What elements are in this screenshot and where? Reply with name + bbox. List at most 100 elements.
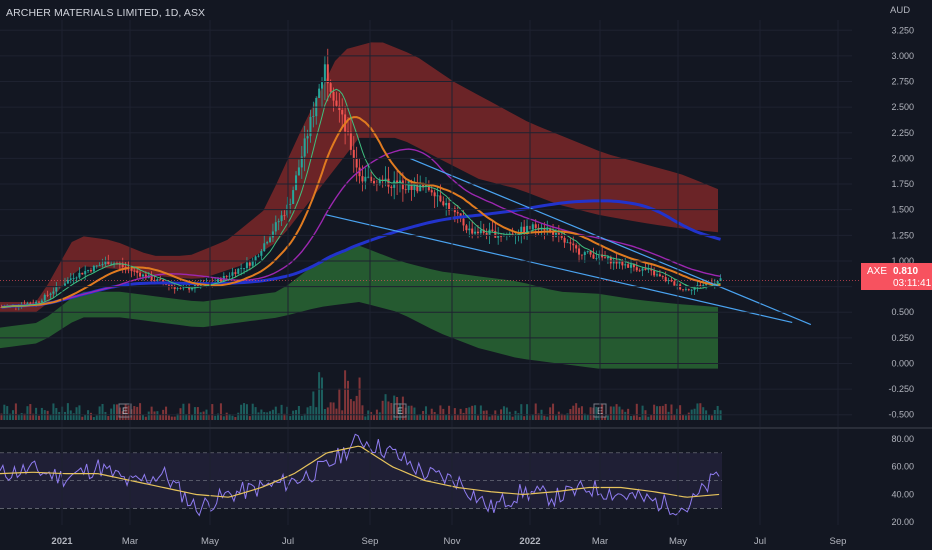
candle-body-243	[702, 285, 705, 287]
candle-body-187	[540, 228, 543, 230]
candle-body-114	[329, 83, 332, 92]
volume-bar-40	[115, 404, 118, 420]
volume-bar-6	[17, 414, 20, 420]
volume-bar-66	[191, 414, 194, 420]
volume-bar-69	[199, 412, 202, 420]
candle-body-89	[257, 255, 260, 257]
candle-body-219	[632, 264, 635, 268]
volume-bar-22	[63, 411, 66, 420]
candle-body-220	[635, 267, 638, 271]
volume-bar-148	[427, 415, 430, 420]
candle-body-98	[283, 215, 286, 217]
volume-bar-74	[214, 415, 217, 420]
candle-body-154	[445, 202, 448, 206]
last-price: 0.810	[893, 266, 919, 277]
y-tick-6: 1.750	[891, 179, 914, 189]
x-tick-10: Sep	[830, 536, 847, 547]
rsi-y-tick-2: 40.00	[891, 489, 914, 499]
volume-bar-169	[488, 416, 491, 420]
candle-body-76	[219, 279, 222, 282]
volume-bar-79	[228, 413, 231, 420]
volume-bar-152	[439, 405, 442, 420]
volume-bar-166	[479, 405, 482, 420]
candle-body-161	[465, 225, 468, 231]
candle-body-87	[251, 260, 254, 266]
rsi-y-tick-3: 20.00	[891, 517, 914, 527]
volume-bar-233	[673, 414, 676, 420]
volume-bar-97	[280, 404, 283, 420]
candle-body-12	[35, 301, 38, 304]
volume-bar-52	[150, 406, 153, 420]
volume-bar-154	[445, 414, 448, 420]
volume-bar-58	[167, 415, 170, 420]
price-badge: AXE 0.810 03:11:41	[861, 263, 932, 290]
candle-body-157	[453, 208, 456, 213]
volume-bar-12	[35, 407, 38, 420]
candle-body-25	[72, 278, 75, 279]
volume-bar-83	[240, 404, 243, 420]
volume-bar-190	[549, 407, 552, 420]
candle-body-84	[243, 268, 246, 269]
volume-bar-100	[289, 416, 292, 420]
volume-bar-46	[133, 406, 136, 420]
candle-body-195	[563, 237, 566, 243]
y-tick-9: 1.000	[891, 256, 914, 266]
rsi-y-tick-0: 80.00	[891, 434, 914, 444]
volume-bar-180	[520, 404, 523, 420]
volume-bar-189	[546, 416, 549, 420]
candle-body-166	[479, 229, 482, 234]
candle-body-115	[332, 91, 335, 101]
earnings-marker-box-1	[393, 403, 407, 418]
y-tick-4: 2.250	[891, 128, 914, 138]
volume-bar-193	[557, 411, 560, 420]
candle-body-100	[289, 203, 292, 205]
candle-body-244	[705, 283, 708, 286]
candle-body-37	[107, 261, 110, 264]
candle-body-211	[609, 256, 612, 264]
candle-body-238	[687, 289, 690, 291]
volume-bar-55	[159, 414, 162, 420]
candle-body-199	[575, 245, 578, 249]
volume-bar-195	[563, 415, 566, 420]
candle-body-234	[676, 284, 679, 286]
candle-body-120	[346, 131, 350, 133]
candle-body-139	[401, 180, 404, 190]
volume-bar-27	[78, 405, 81, 420]
volume-bar-77	[222, 416, 225, 420]
volume-bar-141	[407, 405, 410, 420]
volume-bar-202	[583, 413, 586, 420]
volume-bar-64	[185, 414, 188, 420]
chart-title[interactable]: ARCHER MATERIALS LIMITED, 1D, ASX	[6, 7, 206, 19]
volume-bar-23	[66, 403, 69, 420]
candle-body-137	[396, 180, 399, 184]
x-tick-6: 2022	[519, 536, 540, 547]
volume-bar-170	[491, 415, 494, 420]
volume-bar-181	[523, 416, 526, 420]
y-tick-14: -0.250	[888, 384, 914, 394]
candle-body-191	[552, 230, 555, 237]
candle-body-242	[699, 285, 702, 287]
earnings-marker-0: E	[122, 406, 128, 416]
volume-bar-230	[664, 403, 667, 420]
volume-bar-167	[482, 410, 485, 420]
candle-body-209	[604, 257, 607, 259]
volume-bar-26	[75, 407, 78, 420]
volume-bar-131	[378, 412, 381, 420]
y-tick-15: -0.500	[888, 410, 914, 420]
volume-bar-132	[381, 400, 384, 420]
volume-bar-245	[707, 414, 711, 420]
x-tick-3: Jul	[282, 536, 294, 547]
candle-body-54	[156, 279, 159, 281]
candle-body-223	[644, 268, 647, 270]
volume-bar-47	[136, 406, 139, 420]
x-tick-4: Sep	[362, 536, 379, 547]
volume-bar-212	[612, 406, 615, 420]
y-tick-1: 3.000	[891, 51, 914, 61]
candle-body-50	[144, 274, 147, 279]
volume-bar-32	[92, 416, 95, 420]
volume-bar-92	[266, 412, 269, 420]
candle-body-239	[690, 289, 693, 291]
candle-body-59	[170, 285, 173, 287]
candle-body-29	[84, 271, 87, 275]
